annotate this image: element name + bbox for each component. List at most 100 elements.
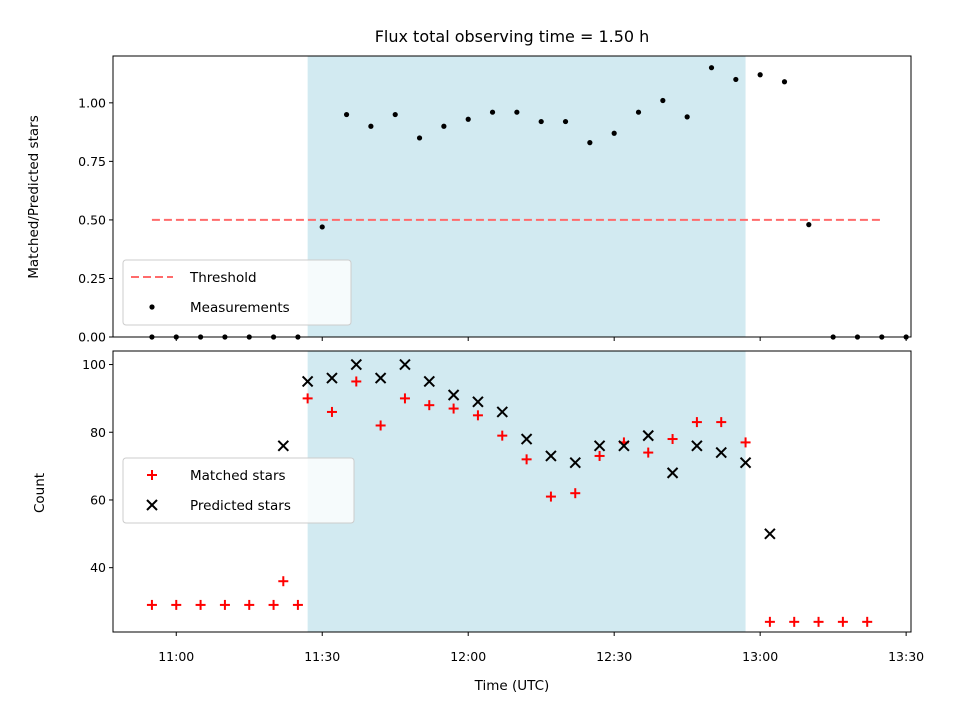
predicted-stars-point xyxy=(739,457,752,469)
measurement-point xyxy=(660,97,666,104)
observing-span xyxy=(307,351,746,632)
predicted-stars-point xyxy=(350,358,362,371)
matched-stars-point xyxy=(424,400,435,411)
matched-stars-point xyxy=(862,616,873,627)
y-tick-label: 80 xyxy=(90,425,106,440)
measurement-point xyxy=(319,224,325,230)
predicted-stars-point xyxy=(399,358,411,371)
bottom-panel: 40 60 80 100 11:00 11:30 12:00 12:30 13:00 13:30 M… xyxy=(82,350,924,664)
x-tick-label: 11:00 xyxy=(158,649,194,664)
measurement-point xyxy=(806,222,812,228)
measurement-point xyxy=(562,118,569,125)
matched-stars-point xyxy=(643,447,654,458)
matched-stars-point xyxy=(472,410,483,421)
matched-stars-point xyxy=(764,616,775,627)
legend-handle xyxy=(149,304,155,310)
matched-stars-point xyxy=(146,599,157,610)
matched-stars-point xyxy=(837,616,848,627)
x-tick-label: 13:00 xyxy=(742,649,778,664)
measurement-point xyxy=(441,123,447,129)
predicted-stars-point xyxy=(447,389,460,401)
matched-stars-point xyxy=(521,454,532,465)
measurement-point xyxy=(635,109,642,115)
axes-frame xyxy=(112,55,912,338)
predicted-stars-point xyxy=(715,446,727,459)
matched-stars-point xyxy=(219,599,230,610)
measurement-point xyxy=(708,65,715,71)
matched-stars-point xyxy=(740,437,751,448)
series-predicted-stars xyxy=(277,358,776,540)
legend-box xyxy=(122,457,355,524)
measurement-point xyxy=(489,109,496,115)
predicted-stars-point xyxy=(277,440,290,452)
predicted-stars-point xyxy=(520,433,533,445)
x-axis-label: Time (UTC) xyxy=(474,678,550,694)
matched-stars-point xyxy=(448,403,459,414)
axes-frame xyxy=(112,350,912,633)
series-measurements xyxy=(149,65,909,340)
measurement-point xyxy=(392,111,398,118)
x-tick-label: 11:30 xyxy=(304,649,340,664)
legend-handle xyxy=(147,470,157,480)
predicted-stars-point xyxy=(301,375,314,388)
predicted-stars-point xyxy=(545,450,557,462)
legend: Matched stars Predicted stars xyxy=(122,457,355,524)
bottom-y-axis-label: Count xyxy=(32,473,48,513)
measurement-point xyxy=(781,79,788,85)
matched-stars-point xyxy=(594,450,605,461)
y-tick-label: 60 xyxy=(90,492,106,507)
measurement-point xyxy=(416,135,423,141)
top-y-axis-label: Matched/Predicted stars xyxy=(26,115,42,278)
legend-handle xyxy=(146,499,158,511)
x-tick-label: 12:30 xyxy=(596,649,632,664)
measurement-point xyxy=(733,76,739,83)
measurement-point xyxy=(611,130,617,136)
predicted-stars-point xyxy=(642,429,654,442)
matched-stars-point xyxy=(195,599,206,610)
predicted-stars-point xyxy=(374,372,387,384)
predicted-stars-point xyxy=(618,440,630,452)
matched-stars-point xyxy=(789,616,800,627)
predicted-stars-point xyxy=(569,457,581,469)
matched-stars-point xyxy=(302,393,313,404)
legend-box xyxy=(122,259,352,326)
legend-label: Matched stars xyxy=(190,468,286,484)
matched-stars-point xyxy=(399,393,410,404)
predicted-stars-point xyxy=(691,440,703,452)
y-tick-label: 40 xyxy=(90,560,106,575)
matched-stars-point xyxy=(545,491,556,502)
y-tick-label: 0.25 xyxy=(78,271,106,286)
matched-stars-point xyxy=(667,434,678,445)
x-tick-label: 12:00 xyxy=(450,649,486,664)
series-matched-stars xyxy=(146,376,873,627)
predicted-stars-point xyxy=(764,528,776,540)
matched-stars-point xyxy=(351,376,362,387)
matched-stars-point xyxy=(268,599,279,610)
predicted-stars-point xyxy=(593,440,606,452)
y-tick-label: 1.00 xyxy=(78,95,106,110)
legend-label: Threshold xyxy=(189,270,257,286)
matched-stars-point xyxy=(716,417,727,428)
measurement-point xyxy=(587,140,593,146)
y-tick-label: 100 xyxy=(82,357,106,372)
measurement-point xyxy=(465,116,471,122)
matched-stars-point xyxy=(497,430,508,441)
predicted-stars-point xyxy=(496,406,508,418)
y-tick-label: 0.50 xyxy=(78,212,106,227)
legend: Threshold Measurements xyxy=(122,259,352,326)
predicted-stars-point xyxy=(472,396,484,408)
measurement-point xyxy=(514,109,520,115)
measurement-point xyxy=(368,123,374,129)
measurement-point xyxy=(757,72,763,78)
matched-stars-point xyxy=(570,488,581,499)
predicted-stars-point xyxy=(666,467,679,479)
chart-title: Flux total observing time = 1.50 h xyxy=(375,27,650,46)
observing-span xyxy=(307,56,746,337)
x-tick-label: 13:30 xyxy=(888,649,924,664)
predicted-stars-point xyxy=(326,372,338,384)
legend-label: Measurements xyxy=(190,300,290,316)
matched-stars-point xyxy=(292,599,303,610)
predicted-stars-point xyxy=(423,375,435,388)
measurement-point xyxy=(343,111,350,118)
